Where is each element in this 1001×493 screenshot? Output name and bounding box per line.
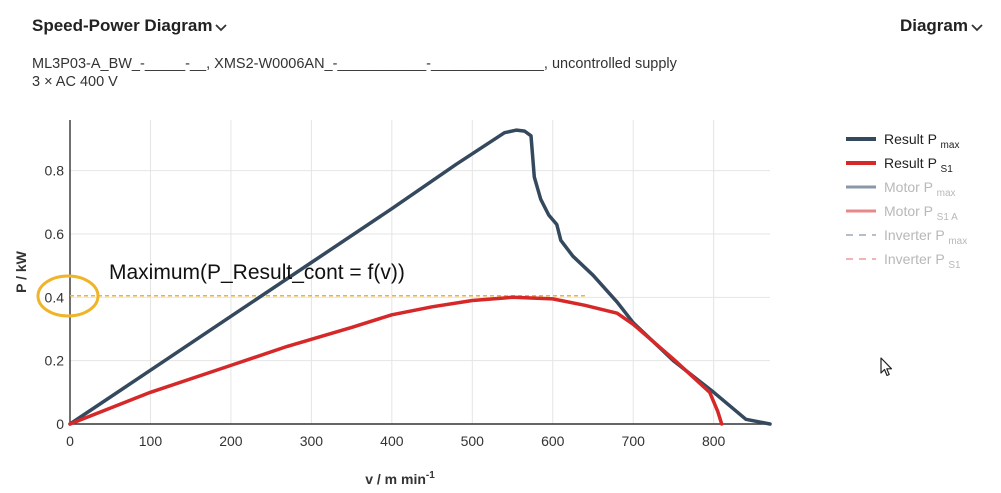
legend-item[interactable]: Result P S1	[846, 155, 953, 175]
x-axis-label: v / m min-1	[365, 470, 435, 487]
x-tick-label: 0	[66, 433, 74, 449]
legend-label-subscript: S1	[948, 260, 961, 271]
chevron-down-icon	[215, 17, 228, 37]
diagram-type-dropdown[interactable]: Speed-Power Diagram	[32, 16, 228, 37]
legend-item[interactable]: Inverter P S1	[846, 251, 961, 271]
legend-item[interactable]: Result P max	[846, 131, 959, 151]
view-mode-dropdown[interactable]: Diagram	[900, 16, 983, 37]
y-tick-label: 0.4	[45, 289, 65, 305]
x-tick-label: 600	[541, 433, 565, 449]
legend-label: Motor P S1 A	[884, 203, 958, 223]
configuration-line-2: 3 × AC 400 V	[32, 74, 118, 90]
chevron-down-icon	[971, 17, 983, 37]
x-tick-label: 300	[300, 433, 324, 449]
x-tick-label: 500	[461, 433, 485, 449]
legend-label-subscript: max	[948, 236, 967, 247]
max-value-highlight-ellipse	[36, 274, 100, 318]
legend-item[interactable]: Motor P max	[846, 179, 956, 199]
legend-item[interactable]: Inverter P max	[846, 227, 967, 247]
y-tick-label: 0	[56, 416, 64, 432]
legend-label-subscript: S1 A	[937, 212, 958, 223]
legend-label: Motor P max	[884, 179, 956, 199]
legend-label: Result P max	[884, 131, 959, 151]
legend-label-subscript: max	[937, 188, 956, 199]
legend-label: Result P S1	[884, 155, 953, 175]
legend-label-subscript: max	[941, 140, 960, 151]
y-tick-label: 0.8	[45, 163, 65, 179]
y-tick-label: 0.2	[45, 353, 65, 369]
view-mode-label: Diagram	[899, 16, 968, 35]
x-tick-label: 100	[139, 433, 163, 449]
legend-item[interactable]: Motor P S1 A	[846, 203, 958, 223]
x-tick-label: 800	[702, 433, 726, 449]
annotation-text: Maximum(P_Result_cont = f(v))	[109, 261, 405, 284]
y-tick-label: 0.6	[45, 226, 65, 242]
pointer-cursor-icon	[880, 357, 894, 382]
series-line-result-ps1	[68, 295, 724, 426]
legend-label: Inverter P S1	[884, 251, 961, 271]
x-axis-label-superscript: -1	[426, 470, 435, 481]
legend-label-subscript: S1	[941, 164, 954, 175]
x-tick-label: 400	[380, 433, 404, 449]
legend-label: Inverter P max	[884, 227, 967, 247]
configuration-line-1: ML3P03-A_BW_-_____-__, XMS2-W0006AN_-___…	[32, 56, 677, 72]
y-axis-label: P / kW	[13, 250, 29, 293]
x-tick-label: 200	[219, 433, 243, 449]
x-tick-label: 700	[622, 433, 646, 449]
diagram-title: Speed-Power Diagram	[32, 16, 213, 35]
configuration-description: ML3P03-A_BW_-_____-__, XMS2-W0006AN_-___…	[32, 55, 792, 91]
